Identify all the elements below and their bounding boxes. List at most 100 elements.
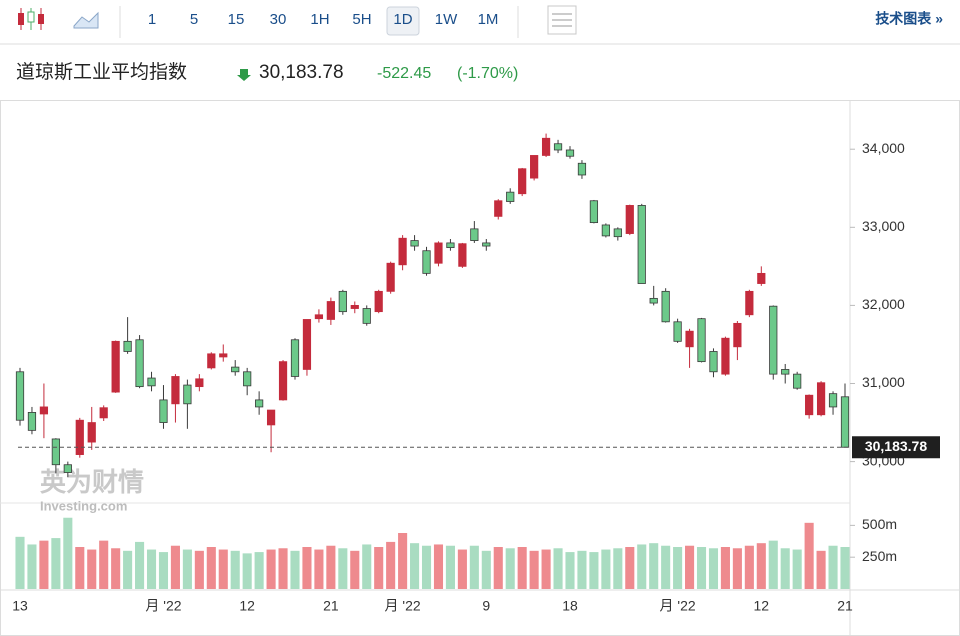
volume-bar [314,549,324,589]
volume-bar [840,547,850,589]
candle-body [135,339,144,388]
toolbar: 技术图表 » [0,0,960,45]
volume-bar [481,550,491,589]
candle-body [649,297,658,304]
candle-body [231,366,240,373]
x-tick-label: 月 '22 [660,598,696,614]
header-change-pct: (-1.70%) [457,65,518,82]
volume-bar [302,547,312,589]
volume-bar [744,545,754,589]
tech-chart-link[interactable]: 技术图表 » [875,11,943,27]
candle-body [661,290,670,323]
last-price-label: 30,183.78 [865,438,927,454]
candle-body [147,377,156,387]
candle-body [266,409,276,426]
volume-bar [804,522,814,589]
active-interval-bg [386,6,420,36]
candle-body [482,242,491,247]
watermark: Investing.com [40,498,127,513]
volume-bar [768,540,778,589]
candle-body [362,308,371,324]
candle-body [458,243,467,267]
volume-bar [111,548,121,589]
interval-button[interactable]: 5 [190,11,198,28]
candle-body [494,200,503,217]
volume-bar [673,547,683,589]
candle-body [793,373,802,389]
area-icon[interactable] [73,11,99,29]
volume-bar [51,538,61,589]
down-arrow [237,69,251,81]
interval-button[interactable]: 1M [478,11,499,28]
candle-body [757,272,766,284]
x-tick-label: 9 [482,598,490,614]
y-tick-label: 31,000 [862,374,905,390]
interval-button[interactable]: 1 [148,11,156,28]
interval-button[interactable]: 1H [310,11,329,28]
candle-body [350,305,359,309]
volume-bar [816,550,826,589]
volume-bar [661,545,671,589]
candle-body [15,371,25,421]
table-icon[interactable] [547,5,577,35]
volume-bar [541,549,551,589]
volume-bar [637,544,647,589]
candle-icon[interactable] [18,8,44,30]
candle-body [601,224,610,237]
candle-body [398,237,407,266]
interval-button[interactable]: 1D [393,11,412,28]
candle-body [828,393,838,408]
interval-button[interactable]: 15 [228,11,245,28]
volume-bar [374,547,384,589]
volume-bar [756,543,766,589]
volume-bar [685,545,695,589]
volume-bar [254,552,264,589]
volume-bar [601,549,611,589]
x-tick-label: 月 '22 [145,598,181,614]
y-tick-label: 33,000 [862,218,905,234]
volume-bar [146,549,157,589]
x-tick-label: 21 [323,598,339,614]
candle-body [255,399,264,408]
last-price-box [852,436,940,459]
volume-tick-label: 250m [862,548,897,564]
candle-body [290,339,300,377]
candle-body [577,162,587,176]
candle-body [278,361,288,401]
volume-bar [529,550,539,589]
interval-button[interactable]: 5H [352,11,371,28]
volume-bar [577,550,587,589]
volume-bar [230,550,240,589]
interval-button[interactable]: 1W [435,11,458,28]
volume-bar [266,549,276,589]
volume-bar [828,545,838,589]
candle-body [243,371,252,387]
volume-bar [696,547,707,589]
candle-body [99,407,108,419]
volume-bar [505,548,515,589]
x-tick-label: 13 [12,598,28,614]
candle-body [805,394,814,416]
candle-body [709,351,718,373]
interval-button[interactable]: 30 [270,11,287,28]
volume-bar [421,545,432,589]
candle-body [589,200,599,224]
candle-body [434,242,443,264]
volume-bar [99,540,109,589]
candle-body [769,305,778,375]
volume-bar [170,545,180,589]
x-tick-label: 18 [562,598,578,614]
volume-bar [182,549,192,589]
candle-body [518,168,527,195]
candle-body [410,240,419,247]
volume-bar [218,549,228,589]
candle-body [87,422,96,443]
candle-body [123,340,132,352]
volume-bar [457,549,467,589]
candle-body [470,228,479,241]
candle-body [840,396,850,448]
volume-bar [87,549,97,589]
volume-bar [194,550,204,589]
candle-body [530,155,539,179]
volume-bar [625,547,635,589]
